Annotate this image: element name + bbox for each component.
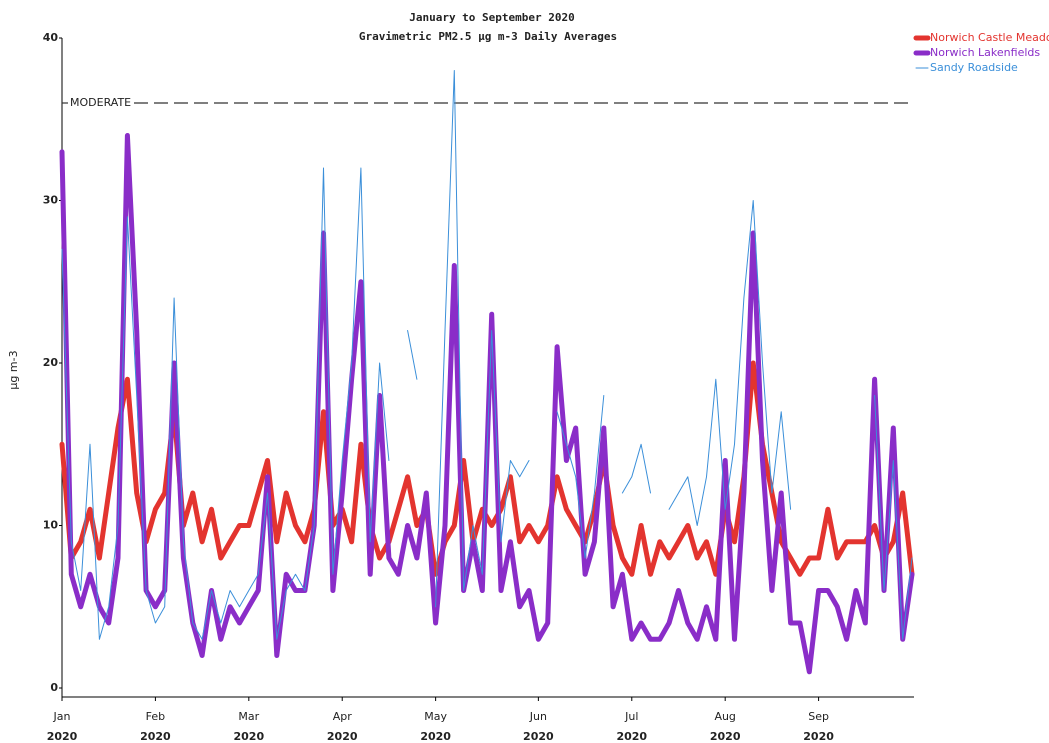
x-year-label: 2020 [420,730,451,743]
x-year-label: 2020 [47,730,78,743]
legend-label: Norwich Lakenfields [930,46,1040,59]
x-year-label: 2020 [327,730,358,743]
x-tick-label: Jun [529,710,547,723]
y-tick-label: 40 [43,31,59,44]
x-year-label: 2020 [803,730,834,743]
x-tick-label: May [424,710,447,723]
chart-title: January to September 2020 [409,11,575,24]
x-year-label: 2020 [140,730,171,743]
x-tick-label: Feb [146,710,165,723]
legend-label: Sandy Roadside [930,61,1018,74]
reference-label: MODERATE [70,96,131,109]
x-year-label: 2020 [523,730,554,743]
x-year-label: 2020 [234,730,265,743]
x-tick-label: Mar [238,710,259,723]
y-tick-label: 10 [43,519,59,532]
series-line [61,70,913,640]
x-tick-label: Jul [624,710,638,723]
y-tick-label: 30 [43,194,59,207]
y-tick-label: 0 [50,681,58,694]
x-year-label: 2020 [616,730,647,743]
y-tick-label: 20 [43,356,59,369]
x-tick-label: Apr [333,710,353,723]
x-tick-label: Jan [53,710,71,723]
x-tick-label: Aug [714,710,735,723]
y-axis-label: µg m-3 [7,350,20,389]
chart-subtitle: Gravimetric PM2.5 µg m-3 Daily Averages [359,30,617,43]
x-year-label: 2020 [710,730,741,743]
legend-label: Norwich Castle Meadow [930,31,1049,44]
x-tick-label: Sep [808,710,829,723]
